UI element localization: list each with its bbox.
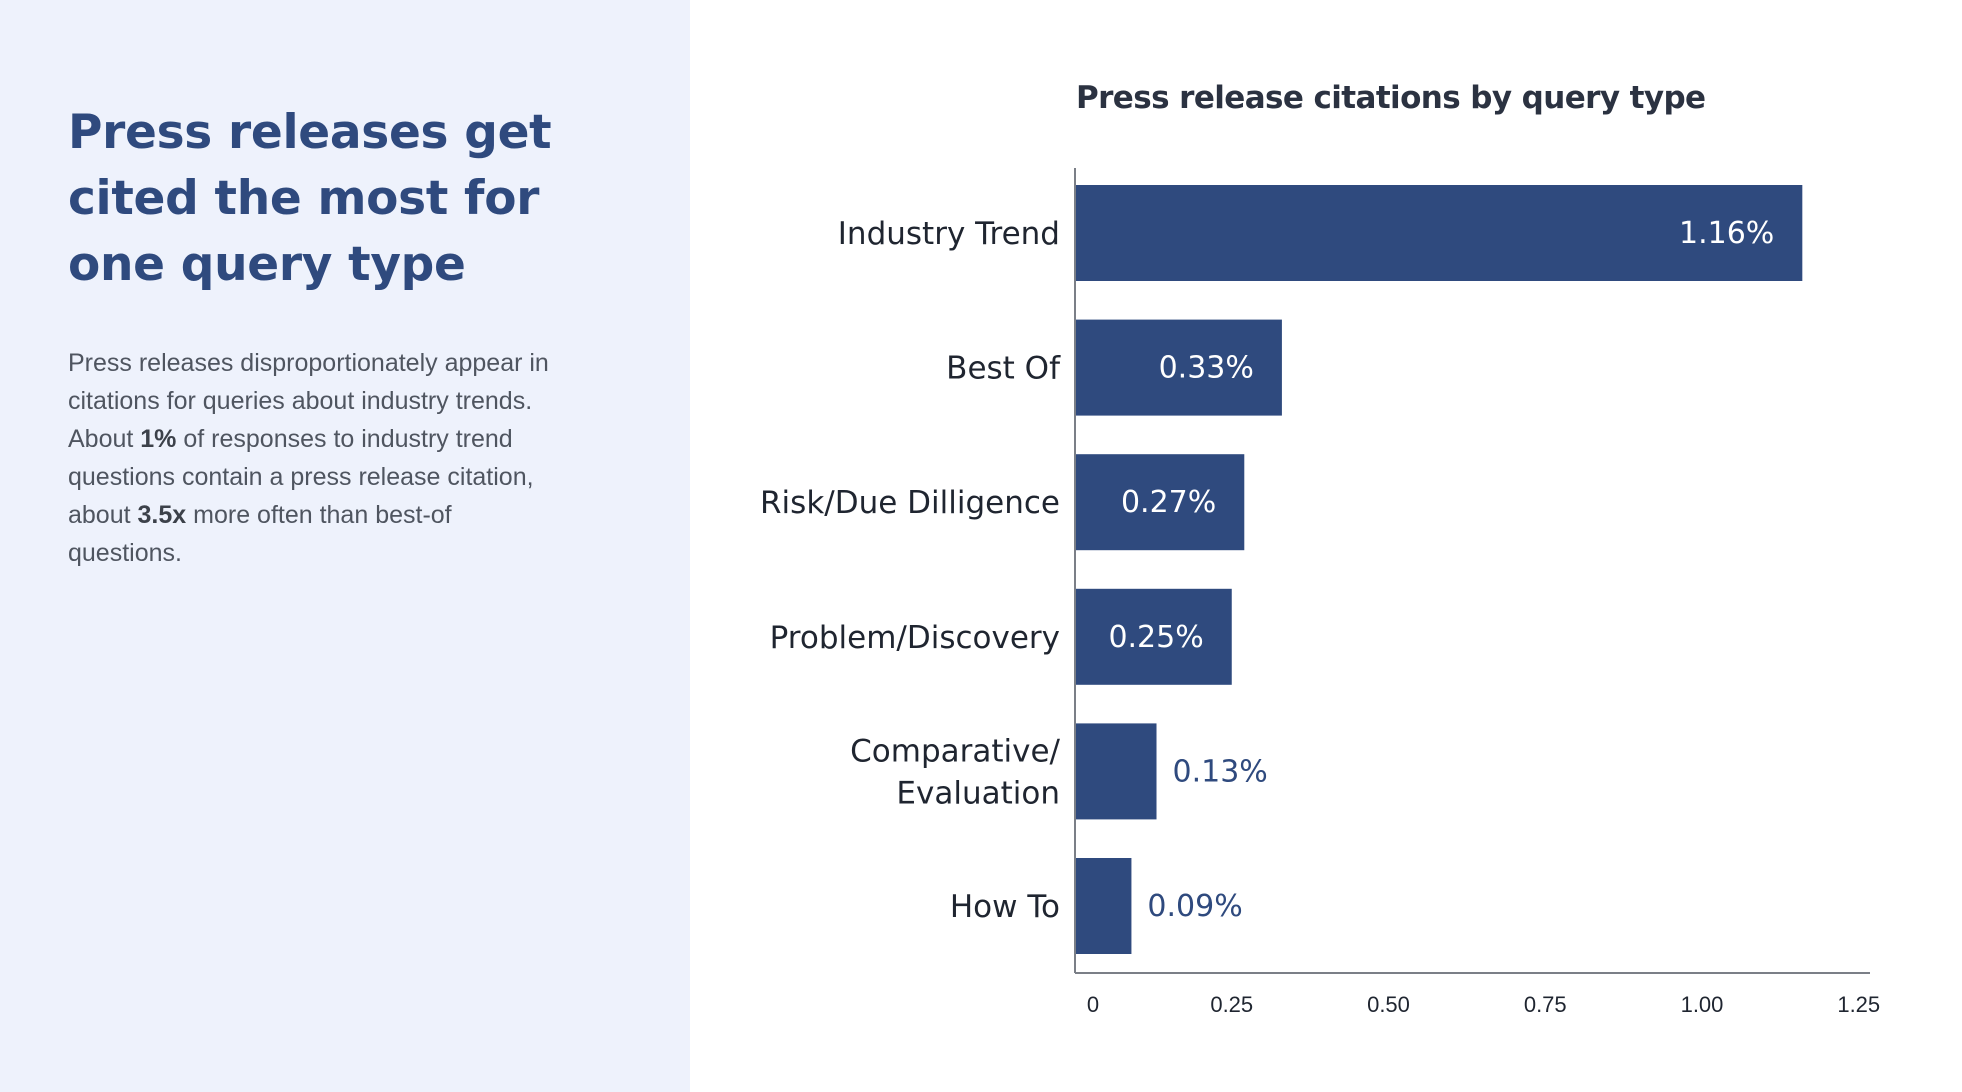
bar [1075,319,1282,416]
x-tick-label: 0.25 [1210,992,1253,1017]
body-text-bold: 1% [140,425,177,453]
x-tick-label: 0.50 [1367,992,1410,1017]
bar [1075,723,1157,820]
data-label: 0.13% [1173,754,1268,789]
body-text: Press releases disproportionately appear… [68,344,568,572]
data-label: 0.09% [1147,889,1242,924]
bar [1075,588,1232,685]
x-tick-label: 0.75 [1524,992,1567,1017]
body-text-bold: 3.5x [137,501,187,529]
x-tick-label: 1.00 [1681,992,1724,1017]
bar [1075,185,1803,281]
body-text-segment: more often than best-of questions. [68,501,452,567]
chart-title: Press release citations by query type [1076,80,1706,116]
data-label: 0.27% [1121,485,1216,520]
category-label: Industry Trend [838,216,1060,252]
data-label: 1.16% [1679,216,1774,251]
category-label: How To [950,889,1060,925]
category-label: Risk/Due Dilligence [760,485,1060,521]
left-panel: Press releases get cited the most for on… [0,0,690,1092]
x-tick-label: 1.25 [1837,992,1880,1017]
body-text-segment: of responses to industry trend questions… [68,425,534,529]
headline: Press releases get cited the most for on… [68,105,552,292]
body-text-segment: Press releases disproportionately appear… [68,349,549,453]
category-label: Problem/Discovery [770,620,1060,656]
category-label: Comparative/ [850,733,1060,769]
data-label: 0.33% [1159,351,1254,386]
category-label: Best Of [946,351,1061,387]
category-label: Evaluation [896,775,1060,811]
bar [1075,454,1245,551]
data-label: 0.25% [1108,620,1203,655]
bar [1075,858,1132,954]
x-tick-label: 0 [1087,992,1099,1017]
